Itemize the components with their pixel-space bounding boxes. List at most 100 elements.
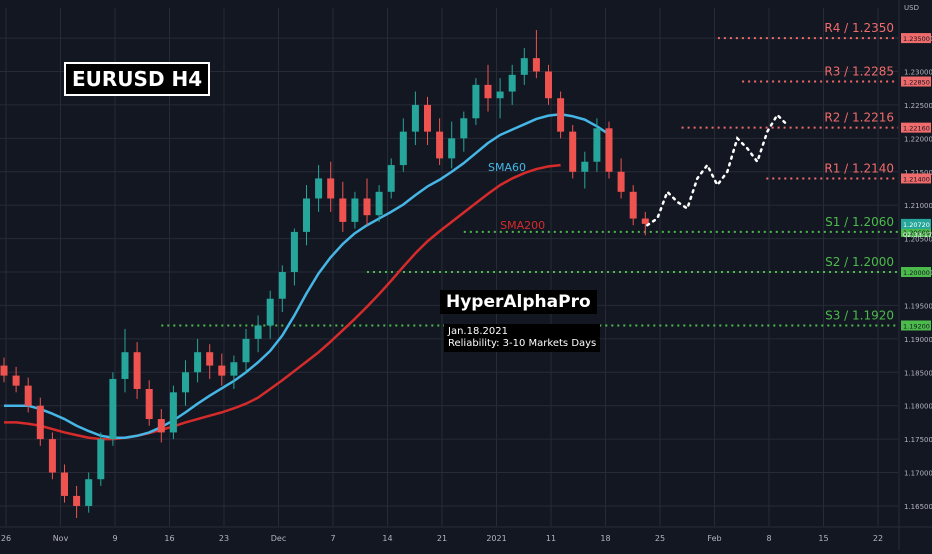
note-box: Jan.18.2021 Reliability: 3-10 Markets Da… [444,324,601,352]
candle-body [641,218,649,224]
price-tick-label: 1.18500 [904,369,932,377]
candle-body [12,375,20,386]
candle-body [169,392,177,433]
candle-body [278,272,286,299]
time-tick-label: 22 [873,534,883,543]
time-tick-label: 15 [818,534,828,543]
projection-group [646,112,789,227]
time-axis[interactable]: 26 Nov 9 16 23 Dec 7 14 21 2021 11 18 25 Feb 8 15 22 [0,526,932,543]
candle-body [375,191,383,216]
candle-body [133,352,141,389]
candle-body [581,161,589,172]
candle-body [424,104,431,132]
price-tick-label: 1.16500 [904,503,932,511]
candle-body [508,74,516,92]
level-price-tag-text: 1.23500 [903,35,930,43]
time-tick-label: 14 [382,534,392,543]
price-tick-label: 1.22500 [904,102,932,110]
level-label: S3 / 1.1920 [825,308,894,322]
candle-body [593,128,601,162]
candle-body [399,131,407,166]
candles-group [0,30,649,518]
time-tick-label: 23 [219,534,229,543]
candle-body [436,131,444,159]
level-price-tag-text: 1.20000 [903,269,930,277]
time-tick-label: Feb [707,534,721,543]
candle-body [496,91,504,99]
candle-body [230,362,238,376]
price-tick-label: 1.18000 [904,403,932,411]
candle-body [532,58,540,72]
price-tick-label: 1.22000 [904,135,932,143]
level-price-tag [901,76,931,87]
price-tick-label: 1.21000 [904,202,932,210]
level-price-tag [901,33,931,44]
sma60-line [4,113,610,440]
level-price-tag-text: 1.22850 [903,79,930,87]
price-tick-label: 1.19500 [904,302,932,310]
candle-body [254,325,262,339]
time-tick-label: Nov [53,534,69,543]
candle-body [472,84,480,119]
candle-body [48,439,56,473]
price-tick-label: 1.17500 [904,436,932,444]
candle-body [194,352,202,373]
time-tick-label: 25 [655,534,665,543]
projection-path [646,112,789,227]
level-price-tag [901,173,931,184]
time-tick-label: 21 [437,534,447,543]
current-price-tag [901,218,931,229]
note-reliability: Reliability: 3-10 Markets Days [448,338,597,349]
candle-body [206,352,214,366]
candle-body [303,198,310,232]
level-price-tag [901,267,931,278]
current-price-value: 1.20720 [903,221,930,229]
candle-body [351,198,359,222]
level-label: S2 / 1.2000 [825,255,894,269]
candle-body [484,84,492,99]
time-tick-label: 9 [112,534,117,543]
price-tick-label: 1.21500 [904,169,932,177]
candle-body [157,419,165,433]
candle-body [266,298,274,326]
candle-body [121,352,129,379]
candle-body [97,439,105,480]
price-tick-label: 1.17000 [904,470,932,478]
chart-title: EURUSD H4 [64,62,211,96]
level-label: R2 / 1.2216 [824,111,894,125]
candle-body [411,104,419,132]
level-price-tag [901,320,931,331]
candle-body [24,385,32,406]
sma60-label: SMA60 [488,161,526,174]
candle-body [242,338,250,363]
time-tick-label: 11 [546,534,556,543]
currency-label: USD [904,4,919,12]
candle-body [327,178,335,199]
candle-body [545,71,552,99]
price-axis[interactable]: 1.23500 1.23000 1.22500 1.22000 1.21500 1.210… [898,0,932,550]
time-tick-label: 7 [330,534,335,543]
level-price-tag-text: 1.20600 [903,229,930,237]
price-tick-label: 1.19000 [904,336,932,344]
sma60-group: SMA60 [4,113,610,440]
candle-body [73,495,81,506]
candle-body [605,128,613,172]
time-tick-label: 2021 [486,534,506,543]
candle-body [387,165,395,192]
level-price-tag-text: 1.22160 [903,125,930,133]
level-label: R4 / 1.2350 [824,21,894,35]
candle-body [218,365,226,376]
level-price-tag [901,122,931,133]
candle-body [315,178,323,199]
candle-body [182,372,189,393]
note-date: Jan.18.2021 [448,326,508,337]
candle-body [339,198,347,222]
candle-body [520,58,528,75]
price-tick-label: 1.23000 [904,68,932,76]
time-tick-label: Dec [271,534,286,543]
level-price-tag-text: 1.19200 [903,322,930,330]
candle-body [617,171,625,192]
sma200-group: SMA200 [4,163,561,441]
time-tick-label: 18 [600,534,610,543]
